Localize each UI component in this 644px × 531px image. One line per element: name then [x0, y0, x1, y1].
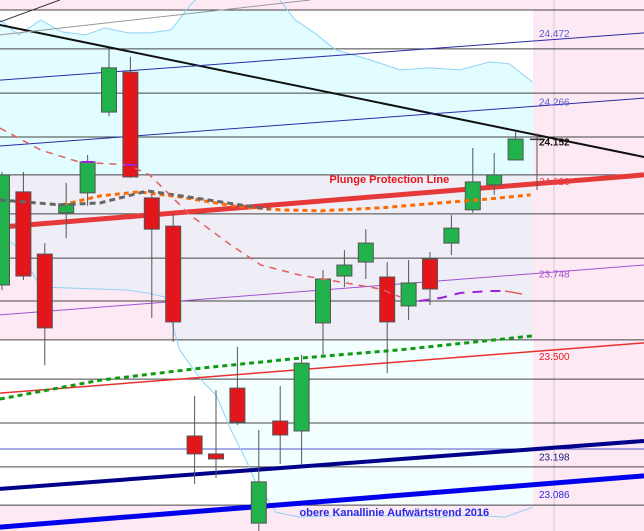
candle-body [229, 387, 246, 423]
candle [101, 48, 117, 117]
trendline-red-thin [0, 342, 644, 394]
candle-body [36, 253, 53, 329]
series-salmon-tail [504, 290, 523, 295]
candle [336, 250, 353, 287]
candle-body [101, 67, 117, 113]
trendline-thin-black [0, 0, 60, 23]
trendline-navy-thick [0, 438, 644, 491]
candle-body [443, 227, 460, 244]
candle-body [143, 197, 160, 230]
series-orange-dashed [61, 190, 531, 213]
candle [422, 252, 438, 305]
candle [36, 243, 53, 366]
candle-body [208, 453, 224, 460]
trendline-blue-thick [0, 473, 644, 530]
candle [165, 214, 182, 342]
candle-body [422, 258, 438, 290]
candle [0, 171, 10, 290]
candle [357, 229, 374, 280]
candle-body [122, 71, 139, 178]
series-gray-dashed [0, 189, 270, 211]
trendline-gray-line [0, 0, 311, 36]
candle-body [379, 276, 396, 323]
candle-body [0, 174, 10, 286]
envelope-upper-line [0, 0, 534, 83]
price-label: 24.266 [539, 97, 570, 108]
candle-body [336, 264, 353, 277]
candle [379, 262, 396, 374]
candle [464, 147, 481, 213]
candle-body [79, 161, 96, 194]
candle-body [357, 242, 374, 263]
series-green-dotted [0, 334, 533, 401]
annotation-label: obere Kanallinie Aufwärtstrend 2016 [299, 507, 489, 519]
candle [143, 191, 160, 318]
candle [293, 354, 310, 465]
candle [443, 215, 460, 256]
candle [486, 152, 503, 195]
candle [122, 56, 139, 178]
candle [208, 390, 224, 478]
candle [530, 133, 545, 190]
candle-body [464, 181, 481, 211]
price-label: 23.086 [539, 490, 570, 501]
candle [507, 132, 524, 161]
trendline-navy-mid [0, 97, 644, 147]
candle [186, 396, 203, 484]
candle [15, 171, 32, 281]
candle-body [186, 435, 203, 455]
price-label: 23.500 [539, 352, 570, 363]
candle-body [486, 174, 503, 186]
price-label: 23.748 [539, 270, 570, 281]
candle [229, 346, 246, 426]
price-label: 24.472 [539, 29, 570, 40]
candle [250, 429, 267, 531]
candle [400, 260, 417, 320]
candle-body [293, 362, 310, 432]
candle-body [315, 278, 331, 324]
candle-body [165, 225, 182, 323]
candle-body [507, 138, 524, 161]
candle [315, 270, 331, 355]
candle [272, 386, 289, 464]
candle-body [272, 420, 289, 436]
price-label: 24.026 [539, 177, 570, 188]
series-salmon-dashed [0, 127, 401, 298]
candle-body [400, 282, 417, 307]
annotation-label: Plunge Protection Line [329, 174, 449, 186]
price-label: 23.198 [539, 453, 570, 464]
price-label: 24.152 [539, 137, 570, 148]
envelope-lower-line [0, 234, 533, 518]
series-purple-dashed [419, 289, 505, 302]
candle-body [250, 481, 267, 524]
candle-body [15, 191, 32, 277]
